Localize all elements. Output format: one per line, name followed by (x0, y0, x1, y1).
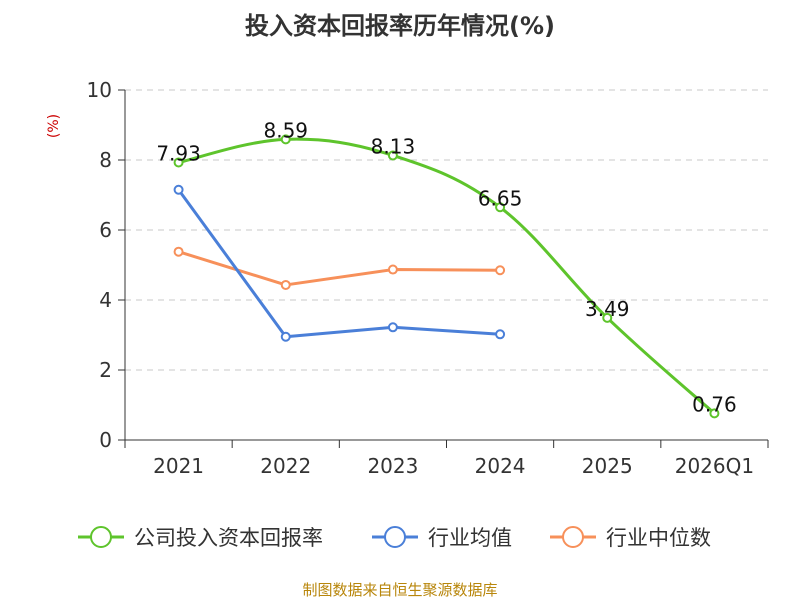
data-point (387, 264, 398, 275)
series-line-1 (177, 188, 501, 339)
data-point (280, 279, 291, 290)
data-label: 0.76 (692, 392, 737, 416)
data-point (280, 331, 291, 342)
y-tick-label: 4 (99, 288, 112, 312)
legend: 公司投入资本回报率 行业均值 行业中位数 (78, 526, 711, 550)
data-point (173, 184, 184, 195)
legend-marker-1 (384, 526, 406, 548)
x-tick-label-2023: 2023 (367, 454, 418, 478)
data-label: 8.13 (371, 134, 416, 158)
x-tick-label-2026Q1: 2026Q1 (675, 454, 754, 478)
legend-label-0: 公司投入资本回报率 (134, 526, 323, 550)
y-tick-label: 10 (87, 78, 112, 102)
series-line-0 (178, 137, 716, 415)
y-tick-label: 2 (99, 358, 112, 382)
data-point (173, 157, 184, 168)
y-tick-label: 0 (99, 428, 112, 452)
x-tick-label-2022: 2022 (260, 454, 311, 478)
data-label: 6.65 (478, 186, 523, 210)
data-point (387, 150, 398, 161)
legend-label-1: 行业均值 (428, 526, 512, 550)
data-point (709, 408, 720, 419)
x-tick-label-2021: 2021 (153, 454, 204, 478)
source-note: 制图数据来自恒生聚源数据库 (302, 581, 497, 599)
data-point (280, 134, 291, 145)
y-tick-label: 6 (99, 218, 112, 242)
data-label: 8.59 (263, 118, 308, 142)
y-tick-label: 8 (99, 148, 112, 172)
y-axis-unit-label: (%) (46, 114, 62, 138)
data-label: 3.49 (585, 297, 630, 321)
data-label: 7.93 (156, 141, 201, 165)
legend-label-2: 行业中位数 (606, 526, 711, 550)
series-layer (173, 134, 720, 419)
data-point (387, 322, 398, 333)
data-point (602, 312, 613, 323)
legend-marker-2 (562, 526, 584, 548)
legend-marker-0 (90, 526, 112, 548)
x-tick-label-2025: 2025 (582, 454, 633, 478)
chart-title: 投入资本回报率历年情况(%) (245, 12, 555, 40)
x-tick-label-2024: 2024 (475, 454, 526, 478)
series-line-2 (178, 250, 501, 287)
data-point (495, 265, 506, 276)
axes: 0 2 4 6 8 10 2021 2022 2023 2024 2025 2026Q1 (87, 78, 769, 478)
data-point (495, 202, 506, 213)
data-labels: 7.93 8.59 8.13 6.65 3.49 0.76 (156, 118, 736, 416)
grid-lines (125, 89, 768, 371)
data-point (173, 246, 184, 257)
data-point (495, 329, 506, 340)
